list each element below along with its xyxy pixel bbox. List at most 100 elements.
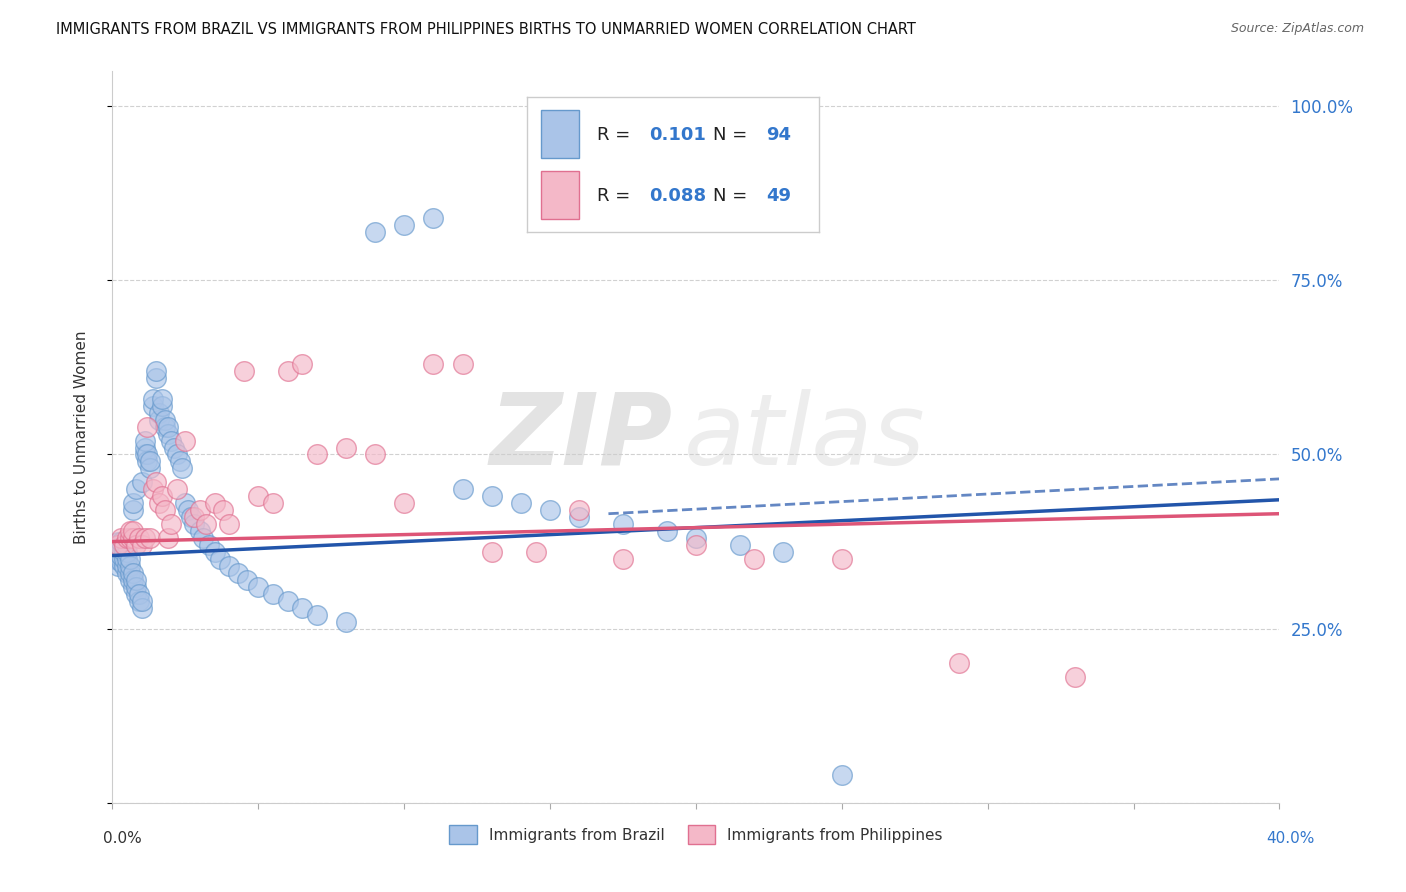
Point (122, 524, 145, 538)
Point (112, 538, 135, 552)
Point (115, 552, 138, 566)
Point (115, 566, 138, 580)
Point (197, 538, 219, 552)
Point (150, 489, 173, 503)
Point (180, 510, 202, 524)
Point (134, 434, 156, 448)
Point (291, 600, 314, 615)
Point (104, 538, 127, 552)
Point (509, 496, 531, 510)
Point (305, 607, 328, 622)
Point (156, 531, 179, 545)
Point (247, 489, 270, 503)
Point (128, 594, 150, 608)
Point (156, 426, 179, 441)
Point (142, 399, 165, 413)
Point (276, 594, 298, 608)
Point (122, 573, 145, 587)
Point (136, 419, 159, 434)
Point (481, 489, 503, 503)
Point (153, 419, 176, 434)
Point (125, 587, 148, 601)
Point (335, 615, 357, 629)
Point (226, 566, 249, 580)
Point (110, 534, 132, 549)
Point (232, 364, 254, 378)
Point (131, 594, 153, 608)
Point (107, 534, 129, 549)
Point (538, 503, 561, 517)
Point (107, 558, 129, 573)
Text: Source: ZipAtlas.com: Source: ZipAtlas.com (1230, 22, 1364, 36)
Point (422, 211, 444, 225)
Point (145, 364, 167, 378)
Point (112, 538, 135, 552)
Point (110, 556, 132, 570)
Point (218, 558, 240, 573)
Point (166, 448, 188, 462)
Point (153, 412, 176, 426)
Point (160, 517, 183, 532)
Text: ZIP: ZIP (489, 389, 672, 485)
Point (142, 483, 165, 497)
Point (183, 510, 205, 524)
Point (394, 218, 416, 232)
Point (451, 483, 474, 497)
Point (166, 483, 188, 497)
Point (160, 434, 183, 448)
Point (148, 496, 170, 510)
Point (655, 524, 678, 538)
Point (125, 538, 148, 552)
Point (174, 496, 197, 510)
Point (136, 454, 159, 468)
Point (122, 496, 145, 510)
Point (128, 587, 150, 601)
Legend: Immigrants from Brazil, Immigrants from Philippines: Immigrants from Brazil, Immigrants from … (443, 819, 949, 850)
Point (364, 448, 387, 462)
Point (107, 541, 129, 556)
Text: atlas: atlas (685, 389, 927, 485)
Point (112, 545, 135, 559)
Point (131, 475, 153, 490)
Point (136, 448, 159, 462)
Point (422, 357, 444, 371)
Point (122, 503, 145, 517)
Point (134, 531, 156, 545)
Point (235, 573, 257, 587)
Point (118, 531, 141, 545)
Point (831, 768, 853, 782)
Point (191, 531, 214, 545)
Point (524, 545, 547, 559)
Point (451, 357, 474, 371)
Point (134, 448, 156, 462)
Point (122, 580, 145, 594)
Point (150, 399, 173, 413)
Point (188, 524, 211, 538)
Y-axis label: Births to Unmarried Women: Births to Unmarried Women (75, 330, 89, 544)
Point (156, 419, 179, 434)
Point (131, 538, 153, 552)
Point (112, 552, 135, 566)
Point (125, 580, 148, 594)
Point (742, 552, 765, 566)
Point (148, 412, 170, 426)
Point (209, 552, 232, 566)
Point (118, 558, 141, 573)
Point (772, 545, 794, 559)
Point (118, 524, 141, 538)
Point (145, 475, 167, 490)
Text: 0.0%: 0.0% (103, 831, 142, 846)
Point (115, 538, 138, 552)
Point (568, 510, 591, 524)
Point (685, 531, 707, 545)
Point (125, 483, 148, 497)
Point (568, 503, 591, 517)
Point (118, 552, 141, 566)
Point (148, 406, 170, 420)
Point (110, 541, 132, 556)
Point (122, 531, 145, 545)
Point (107, 538, 129, 552)
Point (150, 392, 173, 406)
Text: 40.0%: 40.0% (1267, 831, 1315, 846)
Point (142, 392, 165, 406)
